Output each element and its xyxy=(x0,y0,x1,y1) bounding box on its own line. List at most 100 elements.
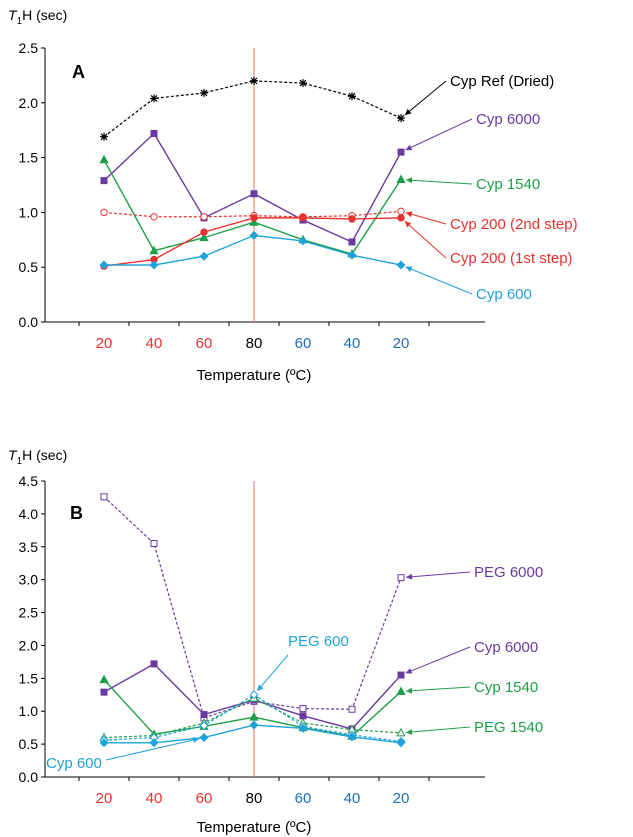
series-line xyxy=(103,496,402,719)
legend-label-cyp-200-2nd-step: Cyp 200 (2nd step) xyxy=(450,216,578,233)
data-point xyxy=(299,705,307,713)
y-tick-label: 0.5 xyxy=(19,736,39,752)
data-point xyxy=(250,190,258,198)
data-point xyxy=(347,250,357,260)
legend-label-peg-1540: PEG 1540 xyxy=(474,719,543,736)
x-tick-label: 80 xyxy=(246,335,263,352)
legend-arrow-line xyxy=(404,220,447,259)
data-point xyxy=(397,114,405,123)
series-cyp-600 xyxy=(99,720,406,748)
legend-label-cyp-600: Cyp 600 xyxy=(476,286,532,303)
y-tick-label: 3.0 xyxy=(19,572,39,588)
data-point xyxy=(397,214,405,222)
x-tick-label: 20 xyxy=(96,335,113,352)
data-point xyxy=(396,727,406,737)
data-point xyxy=(397,148,405,156)
legend-arrowhead xyxy=(405,177,413,184)
x-axis-title-a: Temperature (ºC) xyxy=(197,367,312,384)
series-cyp-200-1st-step xyxy=(100,214,405,270)
y-tick-label: 0.0 xyxy=(19,769,39,785)
legend-label-cyp-1540: Cyp 1540 xyxy=(476,176,540,193)
data-point xyxy=(100,493,108,501)
legend-arrow-line xyxy=(404,80,447,116)
data-point xyxy=(149,738,159,748)
data-point xyxy=(100,688,108,696)
x-tick-label: 40 xyxy=(146,790,163,807)
legend-label-cyp-6000: Cyp 6000 xyxy=(476,111,540,128)
data-point xyxy=(249,230,259,240)
panel-letter-a: A xyxy=(72,62,85,82)
data-point xyxy=(299,79,307,88)
legend-arrowhead xyxy=(405,144,413,151)
legend-arrowhead xyxy=(192,737,200,743)
x-tick-label: 60 xyxy=(295,335,312,352)
legend-arrow-line xyxy=(405,118,473,151)
data-point xyxy=(396,738,406,748)
chart-panel-b: T1H (sec) B Temperature (ºC) 0.0 0.5 1.0 1.… xyxy=(8,447,543,836)
panel-letter-b: B xyxy=(70,503,83,523)
data-point xyxy=(199,733,209,743)
data-point xyxy=(99,154,109,164)
data-point xyxy=(348,215,356,223)
legend-arrowhead xyxy=(405,728,413,735)
legend-label-cyp-6000: Cyp 6000 xyxy=(474,639,538,656)
series-cyp-1540 xyxy=(99,674,406,740)
legend-arrowhead xyxy=(404,221,412,228)
data-point xyxy=(199,721,209,731)
data-point xyxy=(150,213,158,221)
legend-arrowhead xyxy=(405,211,413,218)
data-point xyxy=(200,213,208,221)
y-tick-label: 2.5 xyxy=(19,40,39,56)
data-point xyxy=(150,129,158,137)
x-tick-label: 40 xyxy=(146,335,163,352)
y-tick-label: 2.0 xyxy=(19,637,39,653)
data-point xyxy=(348,238,356,246)
data-point xyxy=(299,712,307,720)
legend-arrow-line xyxy=(105,738,200,761)
x-axis-title-b: Temperature (ºC) xyxy=(197,819,312,836)
data-point xyxy=(149,245,159,255)
series-cyp-ref-dried xyxy=(100,76,405,141)
data-point xyxy=(348,705,356,713)
legend-arrow-line xyxy=(405,646,471,674)
data-point xyxy=(200,711,208,719)
series-cyp-6000 xyxy=(100,129,405,246)
data-point xyxy=(397,207,405,216)
legend-arrowhead xyxy=(405,266,413,272)
data-point xyxy=(100,177,108,185)
data-point xyxy=(249,720,259,730)
data-point xyxy=(396,686,406,695)
data-point xyxy=(250,214,258,222)
x-tick-label: 40 xyxy=(344,335,361,352)
y-tick-label: 1.0 xyxy=(19,703,39,719)
data-point xyxy=(149,260,159,270)
y-tick-label: 3.5 xyxy=(19,539,39,555)
data-point xyxy=(99,260,109,270)
data-point xyxy=(249,217,259,226)
x-tick-label: 20 xyxy=(393,335,410,352)
data-point xyxy=(397,671,405,679)
data-point xyxy=(250,76,258,85)
y-tick-label: 4.5 xyxy=(19,473,39,489)
y-tick-label: 1.0 xyxy=(19,204,39,220)
x-tick-label: 60 xyxy=(196,335,213,352)
x-tick-label: 20 xyxy=(96,790,113,807)
y-tick-label: 0.0 xyxy=(19,314,39,330)
x-tick-label: 80 xyxy=(246,790,263,807)
data-point xyxy=(150,94,158,103)
legend-arrow-line xyxy=(405,212,447,225)
series-cyp-600 xyxy=(99,230,406,270)
legend-arrow-line xyxy=(405,686,471,692)
data-point xyxy=(348,92,356,101)
y-tick-label: 2.5 xyxy=(19,605,39,621)
legend-label-cyp-200-1st-step: Cyp 200 (1st step) xyxy=(450,250,573,267)
legend-label-peg-600: PEG 600 xyxy=(288,633,349,650)
data-point xyxy=(347,732,357,742)
data-point xyxy=(199,251,209,261)
y-tick-label: 4.0 xyxy=(19,506,39,522)
legend-label-cyp-ref-dried: Cyp Ref (Dried) xyxy=(450,73,554,90)
data-point xyxy=(397,574,405,582)
legend-arrow-line xyxy=(405,179,473,185)
data-point xyxy=(99,674,109,684)
legend-arrowhead xyxy=(404,108,412,115)
